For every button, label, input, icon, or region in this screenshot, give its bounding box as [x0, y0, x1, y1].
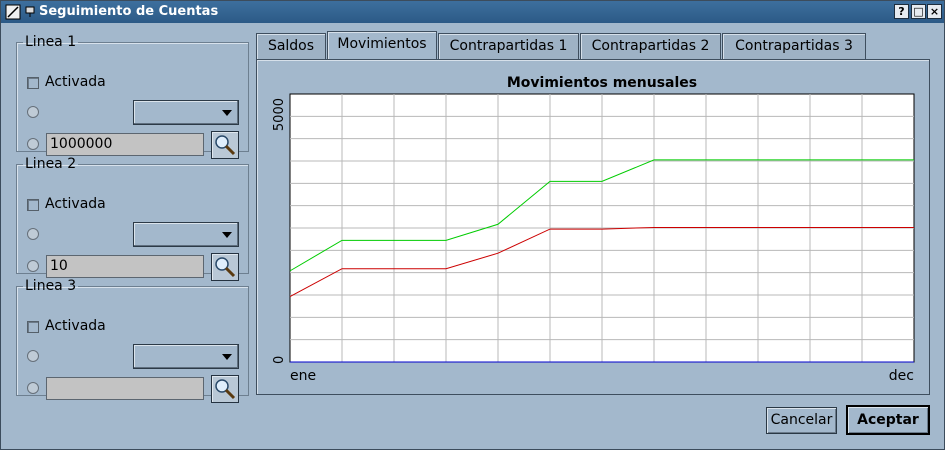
- chart-title: Movimientos menusales: [507, 75, 697, 91]
- window-title: Seguimiento de Cuentas: [39, 4, 219, 19]
- combo-select-1[interactable]: [133, 100, 239, 125]
- chevron-down-icon: [222, 232, 232, 238]
- series-line-1: [289, 159, 914, 272]
- radio-field-2[interactable]: [27, 260, 39, 272]
- y-tick-label: 5000: [272, 98, 287, 131]
- linea-3-legend: Linea 3: [25, 278, 77, 294]
- activada-label-2: Activada: [45, 196, 106, 212]
- app-menu-icon[interactable]: [5, 4, 21, 20]
- radio-field-3[interactable]: [27, 382, 39, 394]
- activada-label-3: Activada: [45, 318, 106, 334]
- series-line-2: [289, 226, 914, 298]
- cancel-button[interactable]: Cancelar: [766, 407, 837, 434]
- maximize-button[interactable]: □: [911, 4, 926, 19]
- tab-contrapartidas-3[interactable]: Contrapartidas 3: [722, 33, 866, 59]
- search-icon: [215, 257, 236, 278]
- x-tick-label: ene: [290, 368, 316, 384]
- search-button-3[interactable]: [211, 375, 239, 403]
- linea-1-group: Linea 1 Activada 1000000: [16, 34, 249, 159]
- movimientos-chart: Movimientos menusales 0 5000 ene dec: [272, 75, 915, 384]
- radio-combo-1[interactable]: [27, 106, 39, 118]
- radio-combo-3[interactable]: [27, 350, 39, 362]
- tab-contrapartidas-1[interactable]: Contrapartidas 1: [438, 33, 579, 59]
- pin-icon[interactable]: [23, 4, 37, 18]
- chevron-down-icon: [222, 354, 232, 360]
- movimientos-panel: Movimientos menusales 0 5000 ene dec: [256, 59, 930, 395]
- chevron-down-icon: [222, 110, 232, 116]
- activada-checkbox-1[interactable]: [27, 77, 39, 89]
- combo-select-3[interactable]: [133, 344, 239, 369]
- title-bar[interactable]: Seguimiento de Cuentas ? □ ×: [1, 1, 944, 23]
- x-tick-label: dec: [889, 368, 914, 384]
- search-button-1[interactable]: [211, 131, 239, 159]
- activada-checkbox-3[interactable]: [27, 321, 39, 333]
- accept-button[interactable]: Aceptar: [846, 405, 930, 435]
- y-tick-label: 0: [272, 356, 287, 364]
- tab-movimientos[interactable]: Movimientos: [327, 31, 437, 60]
- search-button-2[interactable]: [211, 253, 239, 281]
- radio-field-1[interactable]: [27, 138, 39, 150]
- help-button[interactable]: ?: [894, 4, 909, 19]
- account-field-1[interactable]: 1000000: [46, 133, 204, 156]
- linea-1-legend: Linea 1: [25, 34, 77, 50]
- activada-label-1: Activada: [45, 74, 106, 90]
- tab-contrapartidas-2[interactable]: Contrapartidas 2: [580, 33, 721, 59]
- linea-3-group: Linea 3 Activada: [16, 278, 249, 403]
- account-field-2[interactable]: 10: [46, 255, 204, 278]
- combo-select-2[interactable]: [133, 222, 239, 247]
- radio-combo-2[interactable]: [27, 228, 39, 240]
- tab-saldos[interactable]: Saldos: [256, 33, 326, 59]
- activada-checkbox-2[interactable]: [27, 199, 39, 211]
- linea-2-legend: Linea 2: [25, 156, 77, 172]
- search-icon: [215, 135, 236, 156]
- linea-2-group: Linea 2 Activada 10: [16, 156, 249, 281]
- account-field-3[interactable]: [46, 377, 204, 400]
- search-icon: [215, 379, 236, 400]
- close-button[interactable]: ×: [927, 4, 942, 19]
